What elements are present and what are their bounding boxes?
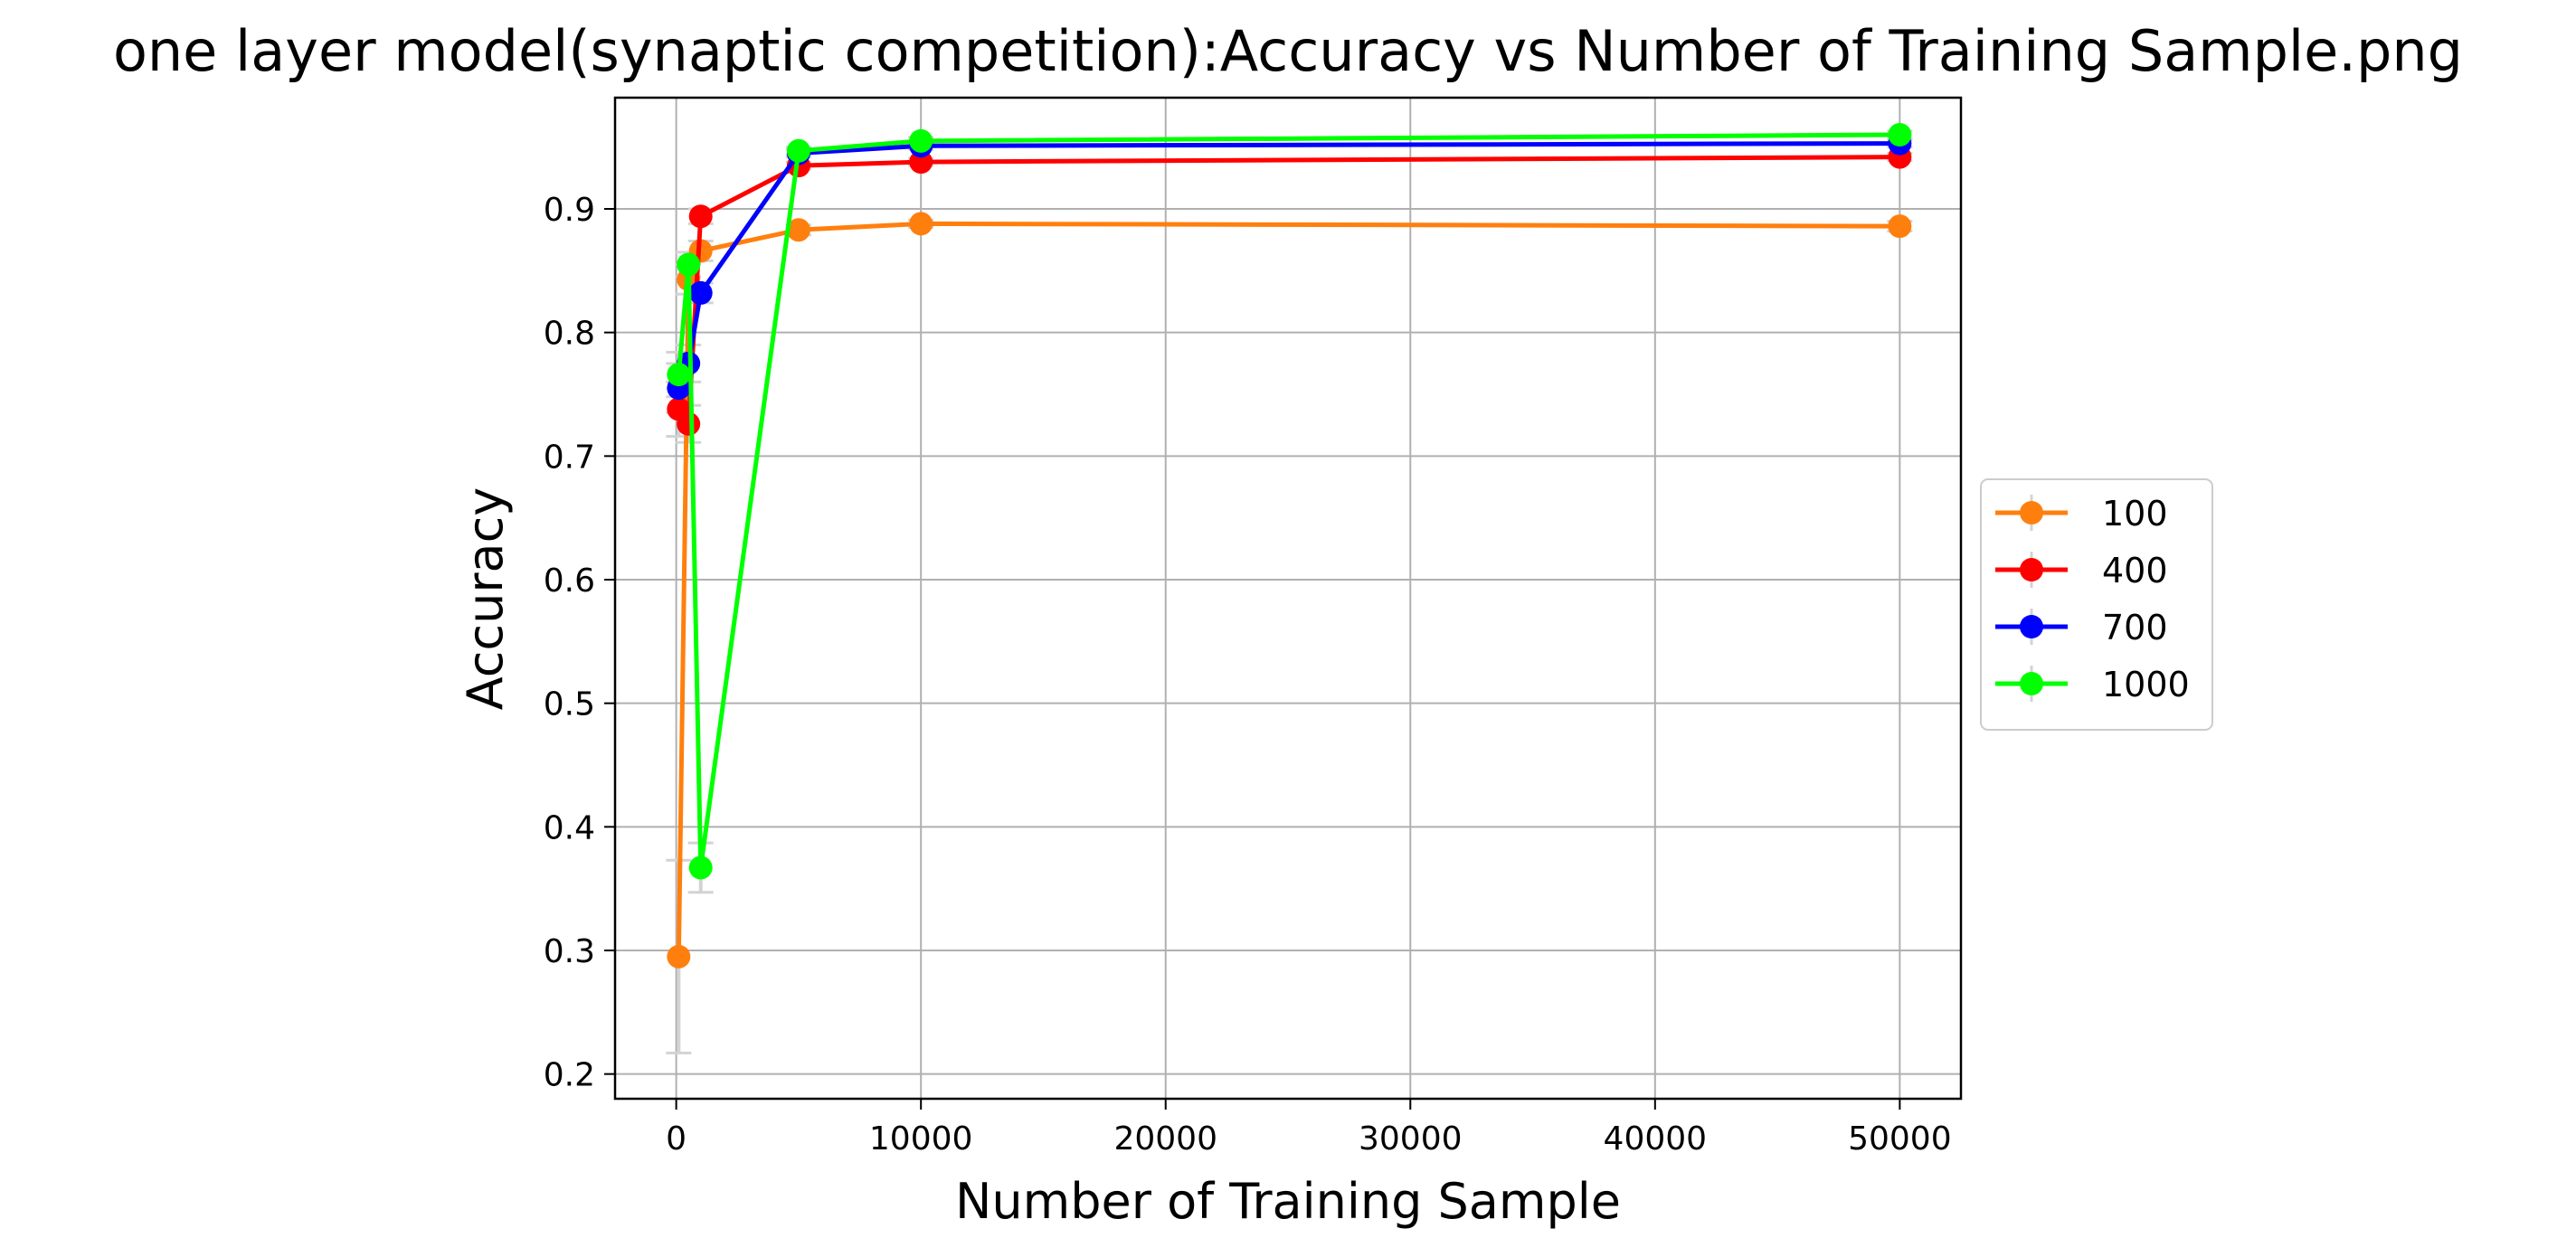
x-tick-label: 10000 <box>869 1120 973 1158</box>
plot-frame <box>613 96 1963 1101</box>
data-point-100 <box>786 218 810 242</box>
chart-title: one layer model(synaptic competition):Ac… <box>113 18 2463 84</box>
x-axis-label: Number of Training Sample <box>955 1173 1621 1230</box>
legend-label-700: 700 <box>2102 608 2168 647</box>
data-point-100 <box>1888 214 1912 239</box>
data-point-1000 <box>677 252 701 277</box>
x-tick-label: 20000 <box>1113 1120 1217 1158</box>
data-point-700 <box>688 280 713 305</box>
x-tick-label: 50000 <box>1848 1120 1952 1158</box>
y-tick-label: 0.8 <box>544 316 595 353</box>
legend-label-1000: 1000 <box>2102 665 2190 704</box>
legend: 100 400 700 1000 <box>1980 478 2213 731</box>
series-line-400 <box>677 155 1900 427</box>
x-tick-label: 30000 <box>1359 1120 1463 1158</box>
legend-marker-100 <box>2020 501 2043 525</box>
y-tick-label: 0.4 <box>544 809 595 846</box>
data-point-1000 <box>909 128 933 153</box>
y-tick-label: 0.9 <box>544 192 595 229</box>
legend-marker-700 <box>2020 615 2043 638</box>
y-tick-label: 0.7 <box>544 439 595 476</box>
y-tick-label: 0.5 <box>544 686 595 723</box>
data-point-1000 <box>667 363 691 387</box>
data-point-100 <box>667 944 691 969</box>
series-line-700 <box>677 141 1900 390</box>
legend-marker-400 <box>2020 558 2043 581</box>
data-point-100 <box>909 212 933 236</box>
data-point-400 <box>909 150 933 175</box>
legend-label-400: 400 <box>2102 551 2168 591</box>
legend-frame <box>1980 478 2213 731</box>
grid-layer <box>615 98 1961 1099</box>
x-tick-label: 40000 <box>1604 1120 1708 1158</box>
data-point-1000 <box>786 138 810 163</box>
y-axis-label: Accuracy <box>457 487 514 711</box>
data-point-1000 <box>688 855 713 880</box>
legend-marker-1000 <box>2020 672 2043 695</box>
data-point-400 <box>677 411 701 436</box>
series-line-1000 <box>676 132 1900 870</box>
y-tick-label: 0.2 <box>544 1057 595 1094</box>
y-tick-label: 0.3 <box>544 933 595 970</box>
legend-label-100: 100 <box>2102 494 2168 534</box>
x-tick-label: 0 <box>666 1120 687 1158</box>
data-point-400 <box>688 204 713 229</box>
series-layer <box>666 123 1913 1054</box>
series-line-100 <box>676 221 1900 957</box>
tick-layer: 0 10000 20000 30000 40000 50000 0.2 0.3 0.4 0.5 0.… <box>544 192 1952 1158</box>
data-point-1000 <box>1888 123 1912 146</box>
y-tick-label: 0.6 <box>544 562 595 600</box>
